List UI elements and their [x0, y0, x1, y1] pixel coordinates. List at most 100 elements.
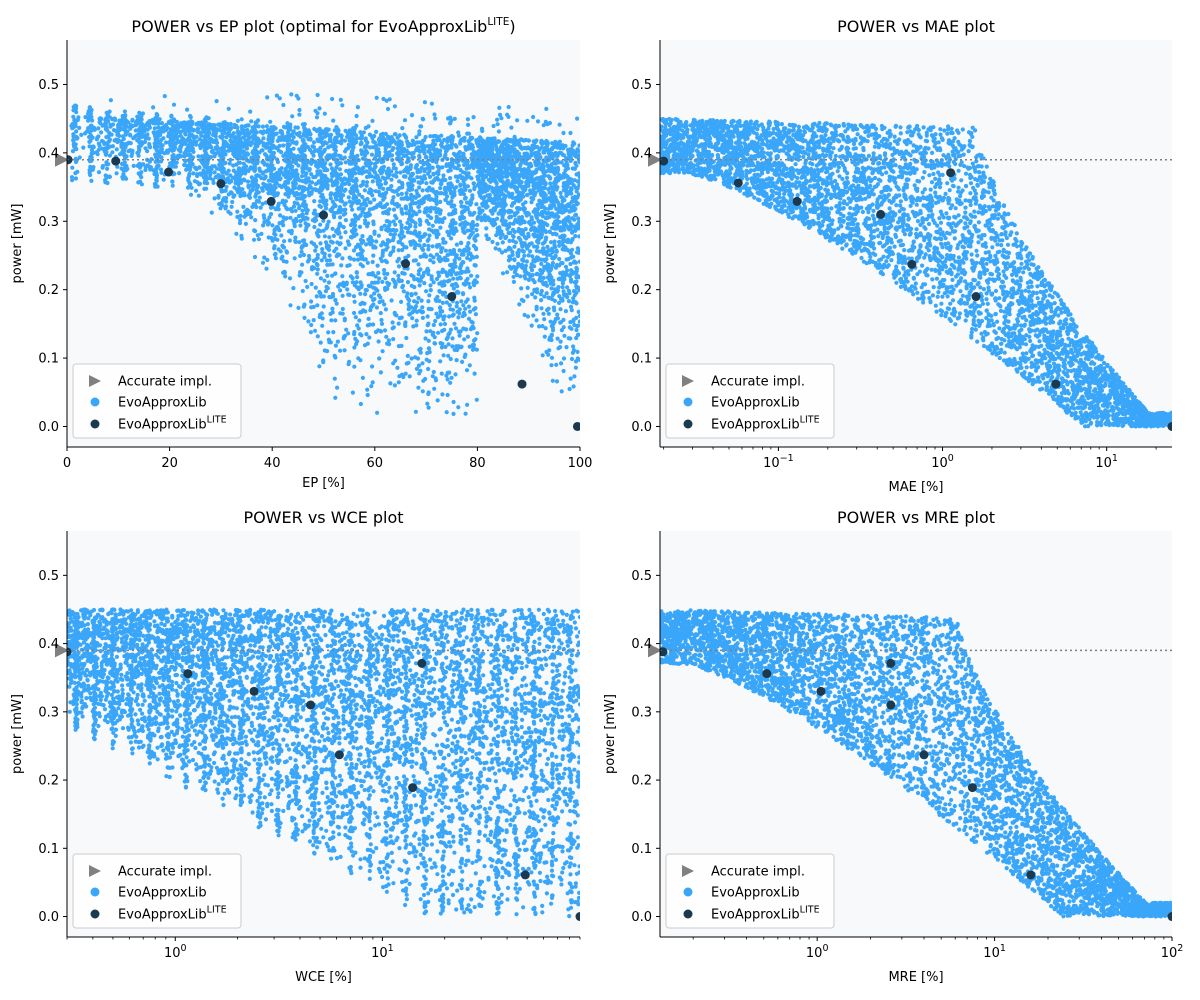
evoapproxlib-point [441, 240, 446, 245]
evoapproxlib-point [444, 271, 450, 277]
evoapproxlib-point [557, 294, 562, 299]
evoapproxlib-point [515, 210, 520, 215]
evoapproxlib-point [434, 252, 440, 257]
evoapproxlib-point [561, 221, 567, 226]
evoapproxlib-point [474, 227, 479, 233]
evoapproxlib-point [554, 362, 559, 367]
evoapproxlib-point [572, 151, 577, 156]
evoapproxlib-point [243, 133, 248, 138]
evoapproxlib-point [163, 140, 169, 145]
evoapproxlib-point [491, 123, 496, 129]
evoapproxlib-point [534, 138, 539, 143]
evoapproxlib-point [507, 194, 512, 199]
evoapproxlib-point [577, 313, 580, 319]
evoapproxlib-point [439, 144, 445, 149]
evoapproxlib-point [549, 355, 555, 360]
evoapproxlib-point [495, 216, 500, 221]
evoapproxlib-point [563, 173, 569, 178]
evoapproxlib-point [576, 171, 580, 176]
evoapproxlib-point [353, 216, 358, 221]
evoapproxlib-point [435, 243, 440, 248]
evoapproxlib-point [546, 164, 551, 169]
evoapproxlib-point [409, 179, 414, 184]
evoapproxlib-point [361, 238, 366, 244]
evoapproxlib-point [489, 185, 494, 190]
evoapproxlib-point [545, 222, 550, 228]
evoapproxlib-point [394, 170, 399, 175]
evoapproxlib-point [552, 214, 557, 219]
evoapproxlib-point [370, 259, 375, 265]
evoapproxlib-point [445, 370, 450, 375]
evoapproxlib-point [568, 223, 573, 228]
evoapproxlib-point [573, 185, 578, 190]
evoapproxlib-point [500, 240, 505, 245]
evoapproxlib-point [332, 215, 337, 220]
evoapproxlib-point [372, 229, 377, 234]
evoapproxlib-point [431, 255, 436, 260]
evoapproxlib-point [424, 329, 429, 334]
evoapproxlib-point [321, 228, 326, 233]
evoapproxlib-point [418, 149, 423, 154]
evoapproxlib-point [420, 315, 425, 320]
evoapproxlib-point [461, 303, 466, 308]
evoapproxlib-point [148, 167, 153, 172]
evoapproxlib-point [185, 107, 190, 112]
evoapproxlib-point [459, 176, 464, 181]
evoapproxlib-point [519, 169, 525, 174]
evoapproxlib-point [463, 248, 468, 253]
evoapproxlib-point [403, 371, 408, 376]
evoapproxlib-point [576, 216, 580, 221]
evoapproxlib-point [335, 339, 340, 344]
evoapproxlib-point [554, 232, 559, 237]
evoapproxlib-point [567, 291, 572, 296]
evoapproxlib-point [371, 219, 376, 224]
evoapproxlib-point [464, 368, 470, 373]
evoapproxlib-point [425, 401, 430, 406]
evoapproxlib-point [364, 212, 369, 217]
evoapproxlib-point [551, 181, 557, 186]
evoapproxlib-point [419, 246, 425, 251]
evoapproxlib-point [395, 146, 400, 151]
evoapproxlib-point [436, 256, 441, 262]
evoapproxlib-point [408, 224, 413, 229]
evoapproxlib-point [372, 170, 378, 175]
evoapproxlib-point [297, 112, 302, 117]
evoapproxlib-point [572, 374, 577, 379]
evoapproxlib-point [297, 107, 302, 113]
evoapproxlib-point [521, 231, 526, 236]
evoapproxlib-point [499, 250, 505, 255]
evoapproxlib-point [317, 364, 322, 369]
evoapproxlib-point [418, 254, 423, 259]
evoapproxlib-point [407, 374, 412, 379]
evoapproxlib-point [422, 281, 427, 286]
evoapproxlib-point [577, 160, 580, 165]
evoapproxlib-point [416, 262, 421, 267]
evoapproxlib-point [334, 301, 339, 306]
evoapproxlib-point [557, 239, 562, 245]
evoapproxlib-point [359, 140, 364, 145]
evoapproxlib-point [550, 378, 555, 383]
evoapproxlib-point [257, 166, 262, 171]
evoapproxlib-point [256, 199, 261, 204]
evoapproxlib-point [375, 203, 380, 208]
evoapproxlib-point [574, 163, 579, 168]
evoapproxlib-point [463, 170, 468, 175]
evoapproxlib-point [574, 272, 579, 278]
evoapproxlib-point [297, 130, 302, 135]
evoapproxlib-point [396, 256, 401, 261]
evoapproxlib-point [337, 242, 342, 247]
evoapproxlib-point [385, 175, 391, 180]
evoapproxlib-point [302, 315, 307, 320]
evoapproxlib-point [575, 349, 580, 354]
evoapproxlib-point [495, 117, 500, 122]
evoapproxlib-point [391, 165, 396, 171]
evoapproxlib-point [474, 347, 479, 352]
evoapproxlib-point [416, 272, 421, 277]
evoapproxlib-point [260, 260, 266, 265]
evoapproxlib-point [497, 247, 502, 252]
evoapproxlib-point [223, 206, 228, 211]
evoapproxlib-point [576, 179, 580, 184]
evoapproxlib-point [512, 213, 517, 218]
evoapproxlib-point [469, 200, 474, 205]
evoapproxlib-point [460, 221, 465, 226]
